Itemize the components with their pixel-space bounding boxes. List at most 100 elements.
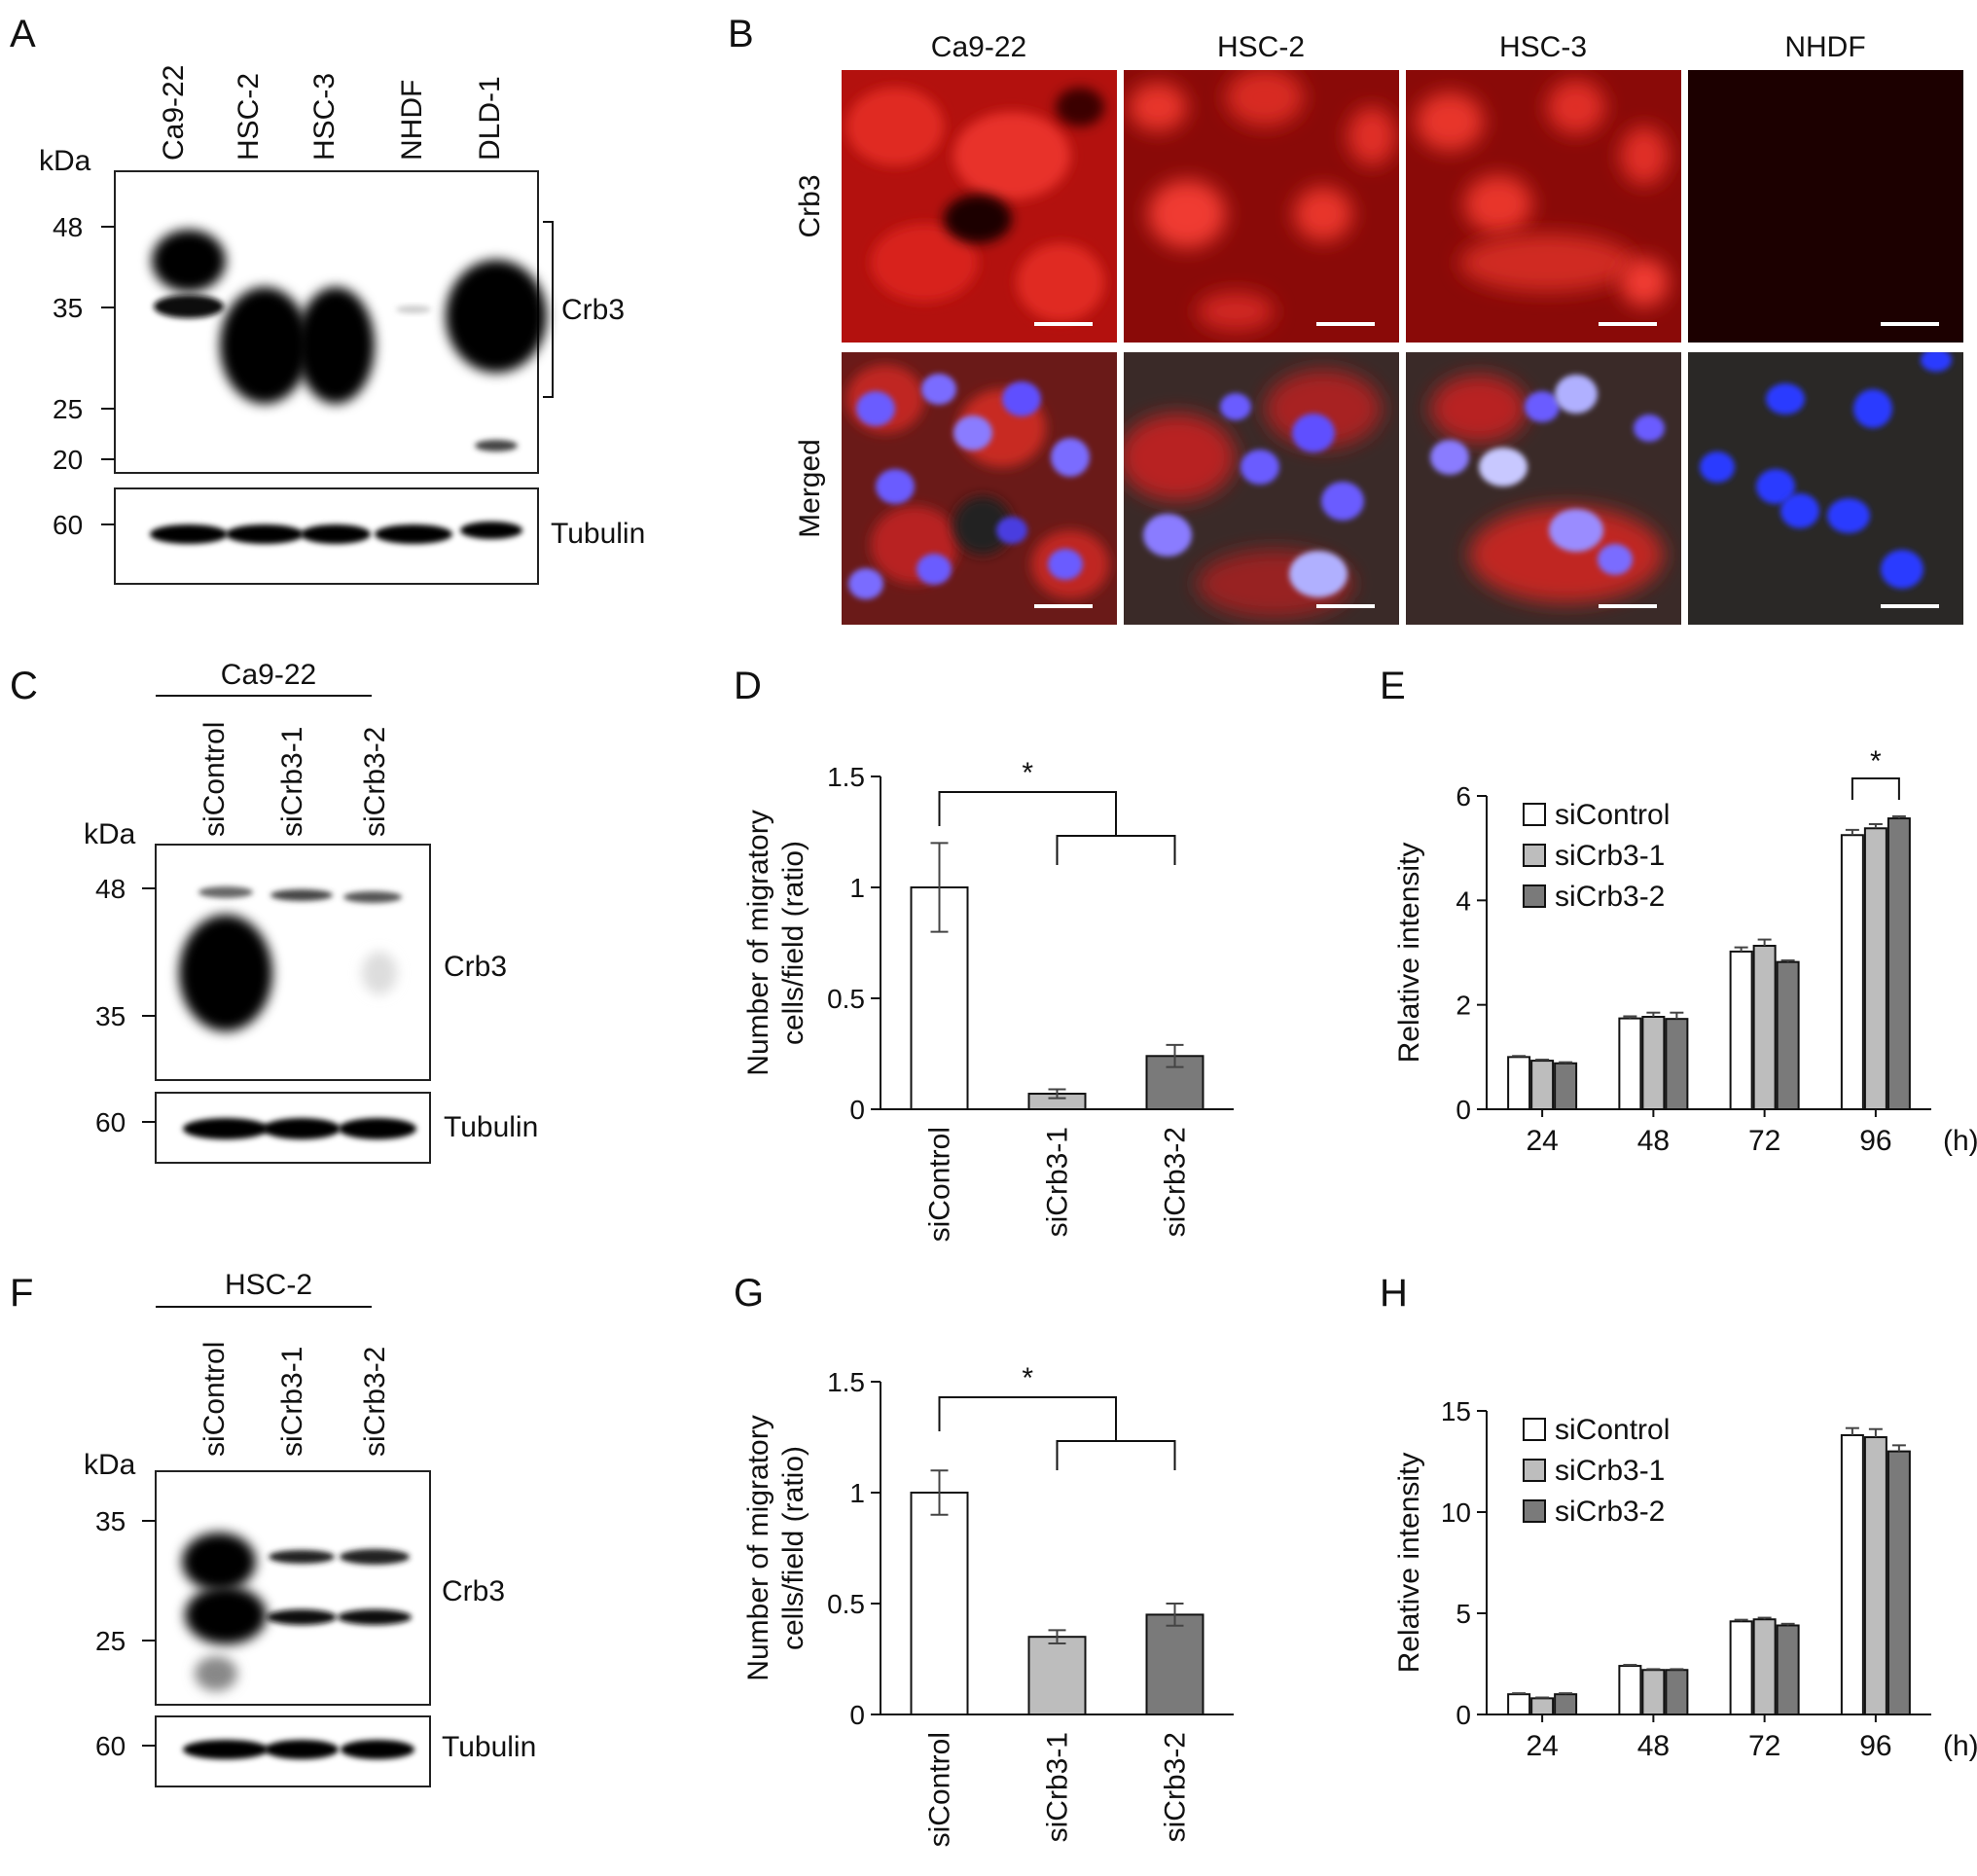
lane-label-sicrb3-2: siCrb3-2: [359, 1347, 391, 1457]
micrograph-crb3-nhdf: [1688, 70, 1963, 343]
bar-siControl-24: [1507, 1693, 1531, 1715]
y-axis-label-line-1: Number of migratory: [742, 810, 774, 1075]
kda-label: kDa: [39, 145, 91, 177]
legend-swatch: [1523, 1499, 1546, 1523]
bar-siControl-24: [1507, 1056, 1531, 1111]
significance-bracket: [938, 791, 1117, 836]
micrograph-crb3-hsc-3: [1406, 70, 1681, 343]
legend-swatch: [1523, 884, 1546, 908]
chart-g-migration: 0 0.5 1 1.5 Number of migratory cells/field (…: [742, 1362, 1234, 1847]
x-tick-label: 48: [1637, 1125, 1670, 1157]
bar-siCrb3-2-48: [1665, 1018, 1689, 1110]
bar-siCrb3-1-72: [1752, 1618, 1777, 1715]
y-tick-label: 4: [1456, 885, 1471, 916]
row-label-crb3: Crb3: [794, 174, 826, 237]
kda-label: kDa: [84, 818, 136, 850]
lane-label-sicontrol: siControl: [198, 1342, 231, 1457]
y-tick-label: 0: [849, 1095, 865, 1125]
bar-siCrb3-1-48: [1641, 1016, 1666, 1111]
bar-siCrb3-2-96: [1887, 817, 1911, 1110]
panel-letter-h: H: [1380, 1272, 1408, 1315]
micrograph-merged-ca9-22: [842, 352, 1117, 625]
x-axis-unit: (h): [1943, 1125, 1977, 1157]
bar-siControl-48: [1618, 1665, 1642, 1715]
lane-label-hsc-2: HSC-2: [233, 73, 265, 161]
panel-f-western-blot: F HSC-2 siControl siCrb3-1 siCrb3-2 kDa …: [10, 1269, 536, 1787]
marker-60: 60: [53, 510, 83, 540]
loading-label-tubulin: Tubulin: [442, 1731, 536, 1763]
micrograph-merged-hsc-2: [1124, 352, 1399, 625]
cell-line-label: HSC-2: [225, 1269, 312, 1301]
bar-siCrb3-1-24: [1530, 1697, 1555, 1715]
bar-siCrb3-2-72: [1776, 1624, 1800, 1715]
bar-siCrb3-2-24: [1554, 1062, 1578, 1110]
significance-star: *: [1022, 757, 1033, 789]
x-tick-label: 24: [1526, 1125, 1558, 1157]
x-axis-unit: (h): [1943, 1730, 1977, 1762]
blot-bands-crb3: [179, 886, 402, 1031]
row-label-merged: Merged: [794, 439, 826, 538]
y-axis-label-line-1: Number of migratory: [742, 1415, 774, 1680]
panel-letter-g: G: [734, 1272, 764, 1315]
panel-a-western-blot: A kDa Ca9-22 HSC-2 HSC-3 NHDF DLD-1 48 3…: [10, 13, 645, 585]
micrograph-merged-hsc-3: [1406, 352, 1681, 625]
bar-siCrb3-1-72: [1752, 945, 1777, 1110]
blot-bands-tubulin: [183, 1118, 416, 1139]
y-tick-label: 0.5: [827, 984, 865, 1014]
micrograph-merged-nhdf: [1688, 352, 1963, 625]
bar-siControl-96: [1840, 1433, 1864, 1715]
y-tick-label: 1.5: [827, 762, 865, 792]
bar-siCrb3-2-48: [1665, 1669, 1689, 1715]
marker-48: 48: [95, 874, 126, 904]
bar-siCrb3-1-48: [1641, 1669, 1666, 1715]
lane-label-sicrb3-1: siCrb3-1: [276, 727, 308, 837]
y-tick-label: 1: [849, 1478, 865, 1508]
bar-siControl: [910, 1492, 969, 1715]
marker-25: 25: [95, 1626, 126, 1656]
marker-20: 20: [53, 445, 83, 475]
marker-60: 60: [95, 1731, 126, 1761]
legend-label: siCrb3-2: [1555, 1496, 1665, 1528]
bar-siControl-72: [1729, 950, 1753, 1111]
y-tick-label: 10: [1441, 1497, 1471, 1528]
x-tick-label: 96: [1859, 1125, 1891, 1157]
x-tick-label: siCrb3-2: [1160, 1732, 1192, 1842]
column-label-hsc-2: HSC-2: [1217, 31, 1305, 63]
significance-star: *: [1022, 1362, 1033, 1394]
bar-siControl-96: [1840, 834, 1864, 1110]
panel-letter-f: F: [10, 1272, 33, 1315]
lane-label-hsc-3: HSC-3: [308, 73, 341, 161]
kda-label: kDa: [84, 1449, 136, 1481]
crb3-bracket: [543, 221, 554, 398]
marker-48: 48: [53, 212, 83, 242]
column-label-hsc-3: HSC-3: [1499, 31, 1587, 63]
panel-letter-b: B: [728, 13, 754, 55]
chart-d-migration: 0 0.5 1 1.5 Number of migratory cells/field (…: [742, 757, 1234, 1242]
y-axis-label: Number of migratory cells/field (ratio): [742, 810, 809, 1075]
bar-siControl-48: [1618, 1017, 1642, 1110]
significance-bracket: [1056, 1440, 1176, 1470]
y-tick-label: 1.5: [827, 1367, 865, 1397]
legend-label: siControl: [1555, 1414, 1670, 1446]
bar-siCrb3-2-24: [1554, 1693, 1578, 1715]
y-tick-label: 0: [1456, 1095, 1471, 1125]
lane-label-dld-1: DLD-1: [474, 76, 506, 161]
legend-swatch: [1523, 1459, 1546, 1482]
y-tick-label: 0: [849, 1700, 865, 1730]
blot-bands-crb3: [152, 230, 547, 451]
y-axis-label: Relative intensity: [1393, 1453, 1425, 1674]
y-tick-label: 15: [1441, 1396, 1471, 1426]
significance-bracket: [1851, 777, 1900, 800]
legend-label: siControl: [1555, 799, 1670, 831]
significance-bracket: [938, 1396, 1117, 1441]
lane-label-sicrb3-1: siCrb3-1: [276, 1347, 308, 1457]
marker-60: 60: [95, 1107, 126, 1137]
panel-b-immunofluorescence: B Ca9-22 HSC-2 HSC-3 NHDF Crb3 Merged: [728, 13, 1963, 625]
legend-label: siCrb3-1: [1555, 840, 1665, 872]
bar-siCrb3-2-96: [1887, 1450, 1911, 1715]
lane-label-nhdf: NHDF: [396, 80, 428, 161]
blot-bands-tubulin: [183, 1740, 414, 1759]
y-tick-label: 0: [1456, 1700, 1471, 1730]
x-tick-label: 72: [1748, 1730, 1780, 1762]
y-tick-label: 2: [1456, 991, 1471, 1021]
